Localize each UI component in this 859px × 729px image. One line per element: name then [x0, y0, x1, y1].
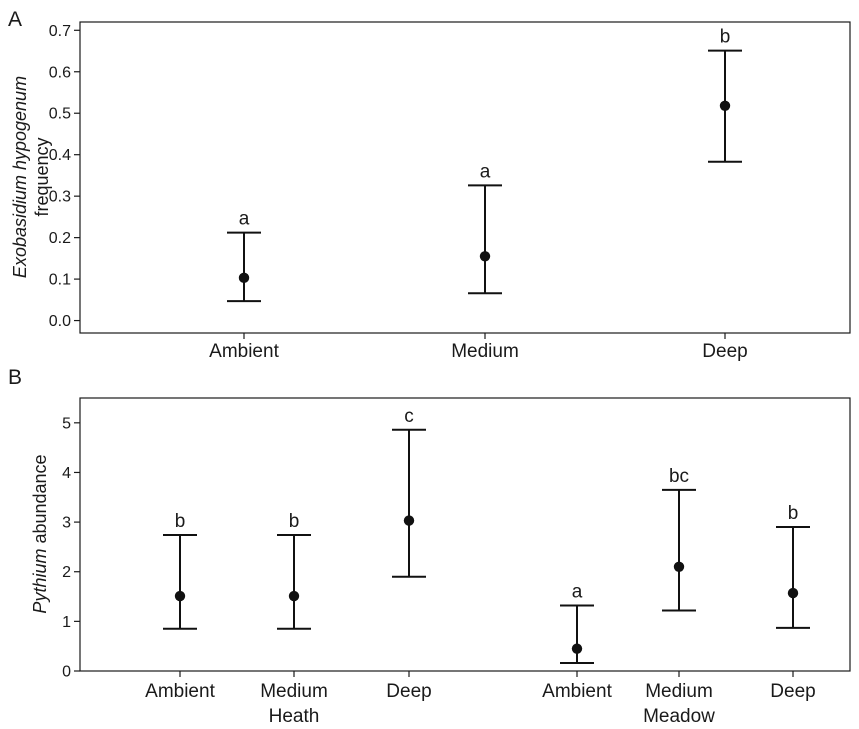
panel-b-significance-letter: a	[572, 581, 583, 602]
panel-b-y-tick-label: 3	[62, 515, 71, 532]
panel-b-mean-point	[673, 561, 685, 572]
panel-b-y-axis-title-italic: Pythium	[30, 549, 50, 614]
panel-a-significance-letter: b	[720, 27, 731, 48]
panel-a-significance-letter: a	[239, 209, 250, 230]
panel-b-y-tick-label: 5	[62, 415, 71, 432]
panel-b-x-tick-label: Deep	[386, 681, 431, 702]
panel-a-significance-letter: a	[480, 161, 491, 182]
panel-a-y-tick-label: 0.6	[49, 64, 71, 81]
panel-a-y-axis: 0.0 0.1 0.2 0.3 0.4 0.5 0.6 0.7	[49, 23, 80, 330]
panel-a-x-tick-label: Deep	[702, 341, 747, 362]
panel-b-significance-letter: c	[404, 406, 414, 427]
panel-b-x-tick-label: Ambient	[145, 681, 215, 702]
panel-b-mean-point	[288, 590, 300, 602]
panel-a-y-axis-title-second-line: frequency	[32, 137, 52, 216]
panel-b-y-axis-title-rest: abundance	[30, 454, 50, 548]
panel-a-y-tick-label: 0.7	[49, 23, 71, 40]
panel-b-mean-point	[571, 643, 583, 654]
panel-b-significance-letter: b	[788, 503, 799, 524]
panel-b-group-labels: Heath Meadow	[269, 706, 716, 727]
panel-a-label: A	[8, 8, 22, 31]
panel-b-x-tick-label: Medium	[645, 681, 713, 702]
panel-a-mean-point	[238, 272, 250, 284]
panel-b-label: B	[8, 366, 22, 389]
panel-b-x-tick-label: Medium	[260, 681, 328, 702]
panel-a-y-tick-label: 0.5	[49, 106, 71, 123]
panel-a-y-axis-title-italic: Exobasidium hypogenum	[10, 76, 30, 278]
panel-a-mean-point	[719, 100, 731, 111]
panel-b-significance-letter: b	[175, 511, 186, 532]
panel-b-plot-frame	[79, 397, 851, 672]
panel-a-marks: a a b	[227, 27, 742, 303]
panel-a-y-tick-label: 0.1	[49, 272, 71, 289]
panel-b-y-tick-label: 1	[62, 614, 71, 631]
panel-b-mean-point	[403, 515, 415, 526]
panel-b-mean-point	[174, 590, 186, 602]
panel-b-group-label: Meadow	[643, 706, 715, 727]
panel-a-y-tick-label: 0.4	[49, 147, 71, 164]
panel-b-y-tick-label: 0	[62, 664, 71, 681]
panel-b-x-tick-label: Ambient	[542, 681, 612, 702]
panel-b-significance-letter: b	[289, 511, 300, 532]
panel-b-y-axis-title: Pythium abundance	[30, 454, 50, 613]
panel-b-significance-letter: bc	[669, 466, 689, 487]
panel-a-plot-frame	[79, 21, 851, 334]
panel-a-x-tick-label: Ambient	[209, 341, 279, 362]
panel-a-y-tick-label: 0.0	[49, 313, 71, 330]
panel-a-y-axis-title: Exobasidium hypogenum	[10, 76, 30, 278]
panel-b-y-tick-label: 4	[62, 465, 71, 482]
panel-b-x-tick-label: Deep	[770, 681, 815, 702]
panel-a-y-tick-label: 0.3	[49, 189, 71, 206]
panel-a-mean-point	[479, 251, 491, 262]
panel-b-mean-point	[787, 587, 799, 599]
panel-b-group-label: Heath	[269, 706, 320, 727]
panel-a-x-axis: Ambient Medium Deep	[209, 333, 748, 362]
panel-a: A 0.0 0.1 0.2 0.3 0.4 0.5 0.6 0.7 a a b Ambient Me…	[8, 8, 851, 362]
panel-a-y-tick-label: 0.2	[49, 230, 71, 247]
panel-a-x-tick-label: Medium	[451, 341, 519, 362]
panel-b-x-axis: Ambient Medium Deep Ambient Medium Deep	[145, 671, 816, 702]
panel-b-y-tick-label: 2	[62, 564, 71, 581]
panel-b-y-axis: 0 1 2 3 4 5	[62, 415, 80, 681]
